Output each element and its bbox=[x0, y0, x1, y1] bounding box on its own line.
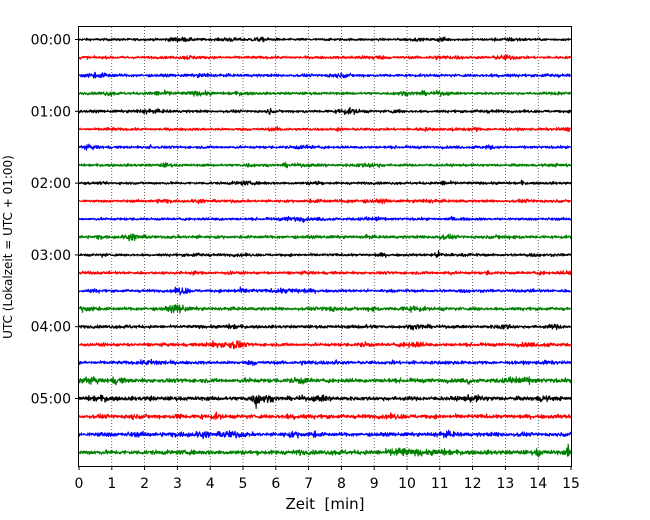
x-tick-label: 15 bbox=[562, 476, 580, 492]
seismic-trace bbox=[78, 126, 572, 133]
seismic-trace bbox=[78, 304, 572, 314]
x-tick-label: 14 bbox=[529, 476, 547, 492]
x-tick-label: 0 bbox=[75, 476, 84, 492]
seismic-trace bbox=[78, 215, 572, 223]
x-tick-label: 11 bbox=[431, 476, 449, 492]
y-tick-label: 01:00 bbox=[31, 104, 71, 120]
y-tick-label: 00:00 bbox=[31, 33, 71, 49]
x-axis-label: Zeit [min] bbox=[285, 495, 364, 513]
x-tick-label: 3 bbox=[173, 476, 182, 492]
x-tick-label: 10 bbox=[398, 476, 416, 492]
x-axis: 0 1 2 3 4 5 6 7 8 9 10 11 12 13 14 15 bbox=[75, 466, 580, 492]
seismic-trace bbox=[78, 340, 572, 350]
seismic-trace bbox=[78, 161, 572, 169]
x-tick-label: 5 bbox=[239, 476, 248, 492]
grid-lines bbox=[111, 27, 539, 466]
plot-frame bbox=[78, 26, 572, 467]
y-tick-label: 03:00 bbox=[31, 248, 71, 264]
seismic-trace bbox=[78, 393, 572, 409]
seismic-trace bbox=[78, 323, 572, 331]
x-tick-label: 8 bbox=[337, 476, 346, 492]
x-tick-label: 4 bbox=[206, 476, 215, 492]
y-tick-label: 04:00 bbox=[31, 320, 71, 336]
seismic-trace bbox=[78, 179, 572, 186]
seismic-trace bbox=[78, 106, 572, 116]
seismic-trace bbox=[78, 269, 572, 276]
seismic-trace bbox=[78, 429, 572, 440]
y-axis: 00:00 01:00 02:00 03:00 04:00 05:00 bbox=[31, 33, 79, 408]
x-tick-label: 6 bbox=[271, 476, 280, 492]
seismic-trace bbox=[78, 411, 572, 421]
y-axis-label: UTC (Lokalzeit = UTC + 01:00) bbox=[1, 155, 15, 339]
seismic-trace bbox=[78, 443, 572, 458]
y-tick-label: 02:00 bbox=[31, 176, 71, 192]
y-tick-label: 05:00 bbox=[31, 392, 71, 408]
x-tick-label: 7 bbox=[304, 476, 313, 492]
seismic-trace bbox=[78, 54, 572, 61]
seismic-trace bbox=[78, 233, 572, 242]
x-tick-label: 9 bbox=[370, 476, 379, 492]
x-tick-label: 1 bbox=[107, 476, 116, 492]
seismic-trace bbox=[78, 36, 572, 43]
trace-group bbox=[78, 36, 572, 458]
x-tick-label: 2 bbox=[140, 476, 149, 492]
seismic-trace bbox=[78, 286, 572, 296]
seismic-trace bbox=[78, 358, 572, 367]
seismic-trace bbox=[78, 89, 572, 97]
seismic-trace bbox=[78, 376, 572, 386]
x-tick-label: 12 bbox=[464, 476, 482, 492]
seismic-trace bbox=[78, 250, 572, 259]
seismic-trace bbox=[78, 143, 572, 151]
seismic-trace bbox=[78, 71, 572, 79]
seismic-trace bbox=[78, 198, 572, 205]
x-tick-label: 13 bbox=[496, 476, 514, 492]
